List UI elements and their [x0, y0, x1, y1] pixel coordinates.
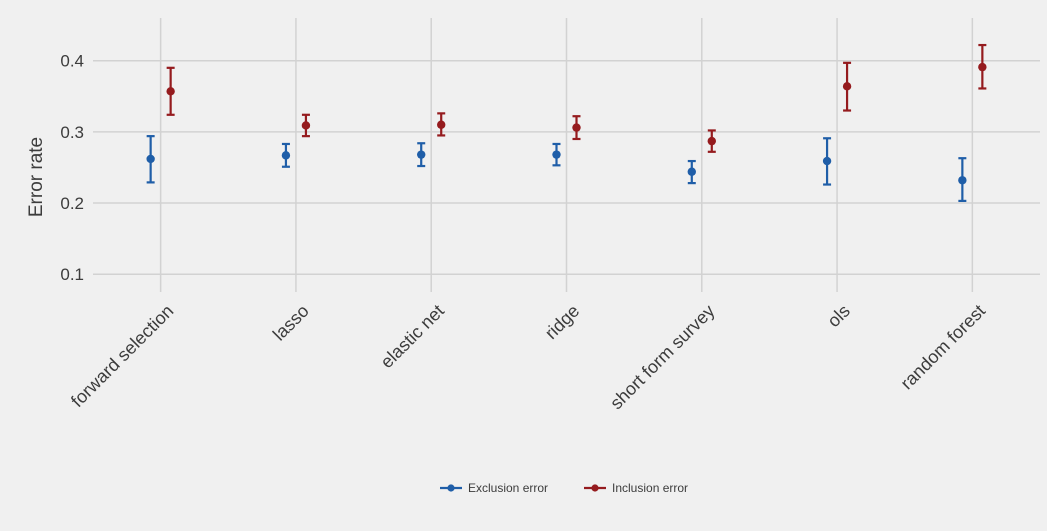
- inclusion-error-point: [978, 62, 987, 72]
- x-tick-label: forward selection: [67, 301, 177, 411]
- y-tick-label: 0.2: [60, 194, 84, 213]
- x-tick-label: short form survey: [606, 301, 718, 413]
- exclusion-error-point: [146, 154, 155, 164]
- legend-item-inclusion-error: Inclusion error: [584, 481, 688, 495]
- exclusion-error-point: [958, 176, 967, 185]
- inclusion-error-point: [166, 87, 175, 96]
- y-tick-label: 0.1: [60, 265, 84, 284]
- x-tick-label: random forest: [897, 301, 990, 394]
- x-tick-label: elastic net: [377, 301, 448, 372]
- legend-label: Exclusion error: [468, 481, 548, 495]
- y-tick-label: 0.3: [60, 123, 84, 142]
- y-axis-label: Error rate: [26, 137, 47, 217]
- exclusion-error-point: [552, 150, 561, 159]
- inclusion-error-point: [572, 123, 581, 132]
- inclusion-error-point: [707, 136, 716, 146]
- x-tick-label: ols: [823, 301, 853, 331]
- legend-key-point: [447, 484, 455, 492]
- legend: Exclusion error Inclusion error: [440, 481, 688, 495]
- legend-label: Inclusion error: [612, 481, 688, 495]
- inclusion-error-point: [437, 120, 446, 129]
- x-tick-labels: forward selection lasso elastic net ridge sh…: [67, 301, 989, 413]
- exclusion-error-point: [417, 150, 426, 159]
- legend-key-point: [591, 484, 599, 492]
- inclusion-error-point: [842, 82, 852, 91]
- series-layer: [146, 43, 987, 203]
- legend-item-exclusion-error: Exclusion error: [440, 481, 548, 495]
- exclusion-error-point: [822, 156, 832, 166]
- y-tick-label: 0.4: [60, 52, 84, 71]
- grid-layer: [93, 18, 1040, 292]
- inclusion-error-point: [301, 121, 311, 130]
- y-tick-labels: 0.1 0.2 0.3 0.4: [60, 52, 84, 285]
- exclusion-error-point: [281, 151, 291, 160]
- x-tick-label: lasso: [269, 301, 313, 345]
- x-tick-label: ridge: [541, 301, 583, 343]
- exclusion-error-point: [687, 167, 696, 176]
